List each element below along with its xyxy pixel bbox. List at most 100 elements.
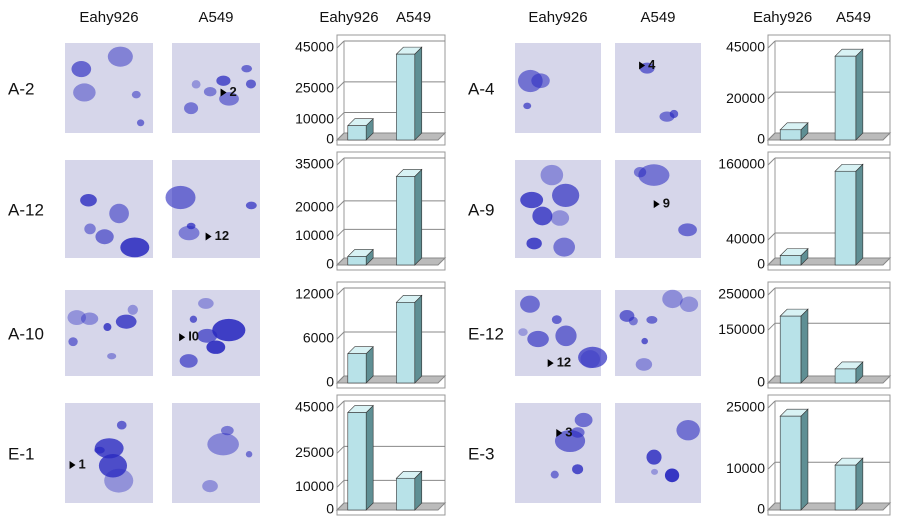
- tick-mark: [336, 257, 345, 266]
- gel-spot: [73, 83, 96, 102]
- y-tick-label: 0: [326, 256, 334, 272]
- gel-spot: [574, 412, 593, 428]
- gel-spot: [80, 194, 97, 207]
- tick-mark: [336, 331, 345, 340]
- gel-image: [172, 160, 260, 258]
- bar-side: [414, 168, 423, 266]
- tick-mark: [336, 229, 345, 237]
- tick-mark: [336, 400, 345, 409]
- gel-spot: [107, 352, 117, 360]
- gel-spot: [80, 312, 99, 325]
- y-tick-label: 0: [757, 374, 765, 390]
- y-tick-label: 25000: [295, 444, 334, 460]
- gel-spot: [220, 425, 234, 436]
- y-tick-label: 250000: [718, 286, 765, 302]
- y-tick-label: 0: [757, 501, 765, 517]
- arrow: [205, 232, 212, 241]
- tick-mark: [767, 322, 776, 331]
- gel-image: [65, 43, 153, 133]
- gel-spot: [178, 225, 200, 241]
- gel-spot: [198, 297, 214, 309]
- bar: [396, 53, 416, 141]
- gel-spot: [136, 119, 145, 127]
- arrow: [653, 200, 660, 209]
- bar: [834, 464, 857, 511]
- y-tick-label: 25000: [726, 399, 765, 415]
- gel-spot: [197, 328, 218, 343]
- spot-annotation: 1: [79, 456, 86, 471]
- bar: [834, 368, 857, 384]
- gel-spot: [241, 64, 253, 73]
- spot-annotation: 9: [663, 196, 670, 211]
- gel-spot: [116, 420, 127, 430]
- spot-annotation: 2: [230, 84, 237, 99]
- y-tick-label: 45000: [295, 399, 334, 415]
- gel-spot: [555, 325, 577, 347]
- gel-image: [172, 43, 260, 133]
- bar: [779, 415, 802, 511]
- tick-mark: [336, 502, 345, 511]
- spot-annotation: 12: [557, 355, 571, 370]
- bar: [347, 256, 367, 266]
- y-tick-label: 45000: [726, 39, 765, 55]
- tick-mark: [767, 157, 776, 166]
- gel-spot: [219, 92, 239, 106]
- y-tick-label: 25000: [295, 80, 334, 96]
- tick-mark: [336, 112, 345, 120]
- gel-spot: [203, 87, 217, 97]
- y-tick-label: 12000: [295, 286, 334, 302]
- gel-spot: [662, 289, 683, 309]
- gel-spot: [206, 340, 226, 354]
- tick-mark: [767, 132, 776, 141]
- tick-mark: [336, 157, 345, 166]
- gel-spot: [646, 315, 658, 324]
- gel-spot: [520, 191, 544, 209]
- tick-mark: [336, 132, 345, 141]
- gel-spot: [572, 464, 584, 475]
- tick-mark: [767, 461, 776, 470]
- gel-spot: [67, 310, 87, 326]
- tick-mark: [336, 479, 345, 488]
- gel-spot: [68, 337, 78, 347]
- spot-annotation: 12: [215, 228, 229, 243]
- tick-mark: [336, 375, 345, 384]
- arrow: [639, 61, 646, 70]
- tick-mark: [767, 502, 776, 511]
- y-tick-label: 20000: [726, 90, 765, 106]
- gel-image: [65, 290, 153, 376]
- row-label: A-9: [468, 200, 494, 219]
- tick-mark: [336, 445, 345, 454]
- gel-spot: [189, 315, 198, 323]
- y-tick-label: 10000: [295, 110, 334, 126]
- gel-spot: [532, 206, 553, 226]
- gel-spot: [641, 337, 648, 345]
- gel-spot: [191, 80, 201, 89]
- y-tick-label: 0: [326, 131, 334, 147]
- gel-image: [615, 290, 701, 376]
- bar-side: [855, 48, 864, 141]
- y-tick-label: 6000: [303, 330, 334, 346]
- gel-spot: [94, 438, 124, 459]
- spot-annotation: 4: [648, 57, 656, 72]
- gel-image: [615, 43, 701, 133]
- gel-header: A549: [198, 9, 233, 26]
- y-tick-label: 45000: [295, 39, 334, 55]
- gel-spot: [553, 237, 576, 257]
- gel-spot: [165, 185, 196, 210]
- bar: [834, 170, 857, 266]
- gel-spot: [131, 90, 141, 99]
- gel-spot: [578, 346, 608, 368]
- bar: [779, 315, 802, 384]
- gel-spot: [638, 164, 670, 186]
- gel-header: Eahy926: [79, 9, 138, 26]
- gel-spot: [551, 315, 562, 325]
- gel-spot: [646, 449, 662, 465]
- y-tick-label: 10000: [295, 227, 334, 243]
- tick-mark: [767, 287, 776, 296]
- gel-spot: [84, 223, 96, 235]
- gel-spot: [540, 164, 564, 186]
- x-category-label: A549: [396, 9, 431, 26]
- tick-mark: [336, 200, 345, 209]
- tick-mark: [336, 81, 345, 90]
- gel-spot: [635, 358, 653, 371]
